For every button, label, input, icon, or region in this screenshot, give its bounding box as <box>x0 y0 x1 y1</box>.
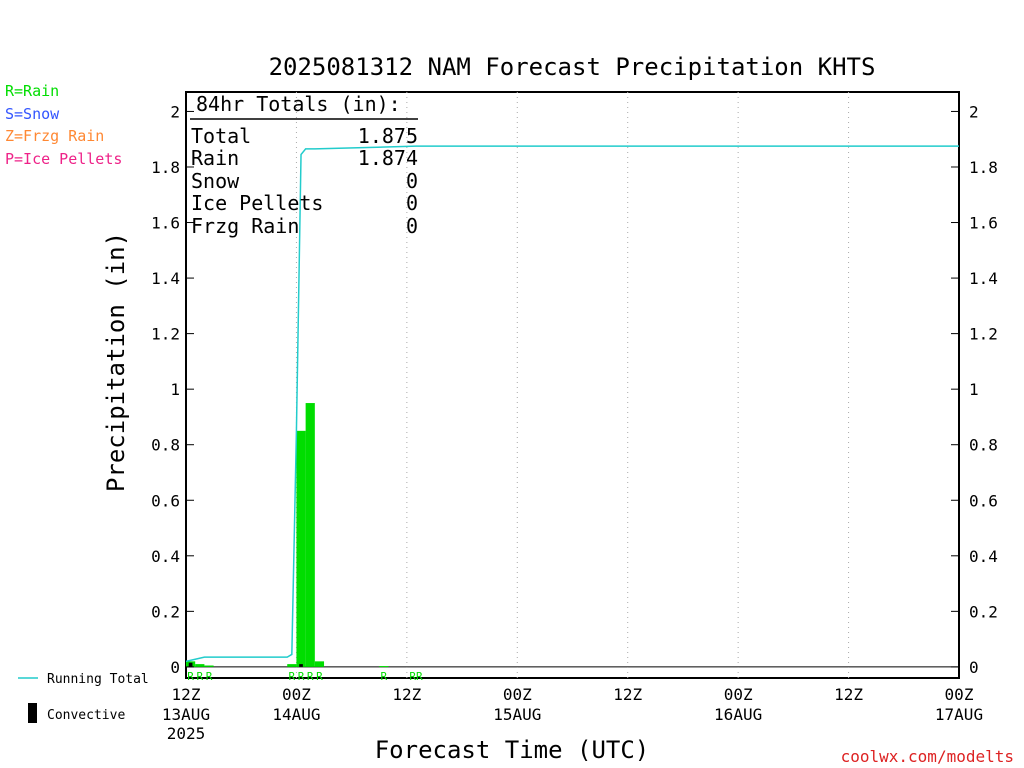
y-tick-label-left: 1 <box>170 380 180 399</box>
plot-frame <box>185 91 960 679</box>
totals-label-total: Total <box>191 124 251 148</box>
totals-value-rain: 1.874 <box>358 146 418 170</box>
totals-label-rain: Rain <box>191 146 239 170</box>
legend-snow: S=Snow <box>5 105 60 123</box>
x-tick-label: 00Z <box>282 685 311 704</box>
precip-type-letter: RR <box>409 670 423 683</box>
x-tick-date: 13AUG <box>162 705 210 724</box>
y-tick-label-right: 1 <box>969 380 979 399</box>
totals-label-ice-pellets: Ice Pellets <box>191 191 323 215</box>
running-total-legend-label: Running Total <box>47 672 149 687</box>
y-tick-label-left: 0.6 <box>151 491 180 510</box>
y-tick-label-right: 0.4 <box>969 547 998 566</box>
x-tick-label: 12Z <box>392 685 421 704</box>
precip-type-letter: R <box>381 670 388 683</box>
y-tick-label-right: 0.2 <box>969 602 998 621</box>
y-axis-label: Precipitation (in) <box>102 232 130 492</box>
y-tick-label-right: 0 <box>969 658 979 677</box>
x-tick-label: 00Z <box>503 685 532 704</box>
y-tick-label-right: 0.8 <box>969 436 998 455</box>
rain-bar <box>195 664 205 667</box>
y-tick-label-right: 2 <box>969 102 979 121</box>
x-axis-label: Forecast Time (UTC) <box>375 736 650 764</box>
convective-bar <box>299 664 303 667</box>
y-tick-label-right: 1.6 <box>969 214 998 233</box>
precip-type-letter: R <box>298 670 305 683</box>
precip-type-letter: R <box>196 670 203 683</box>
precip-type-letter: R <box>206 670 213 683</box>
totals-label-frzg-rain: Frzg Rain <box>191 214 299 238</box>
totals-value-snow: 0 <box>406 169 418 193</box>
x-tick-date: 14AUG <box>272 705 320 724</box>
rain-bar <box>305 403 315 667</box>
totals-value-frzg-rain: 0 <box>406 214 418 238</box>
x-tick-date: 16AUG <box>714 705 762 724</box>
convective-legend-label: Convective <box>47 708 125 723</box>
totals-label-snow: Snow <box>191 169 240 193</box>
x-tick-label: 00Z <box>724 685 753 704</box>
totals-value-ice-pellets: 0 <box>406 191 418 215</box>
y-tick-label-left: 1.8 <box>151 158 180 177</box>
x-tick-year: 2025 <box>167 724 206 743</box>
y-tick-label-left: 0.4 <box>151 547 180 566</box>
legend-rain: R=Rain <box>5 82 59 100</box>
convective-legend-swatch <box>28 703 37 723</box>
precip-type-letter: R <box>187 670 194 683</box>
rain-bar <box>314 661 325 667</box>
y-tick-label-right: 1.8 <box>969 158 998 177</box>
running-total-line <box>185 145 959 663</box>
y-tick-label-left: 0.8 <box>151 436 180 455</box>
y-tick-label-right: 1.2 <box>969 325 998 344</box>
legend-ice-pellets: P=Ice Pellets <box>5 150 122 168</box>
totals-box: 84hr Totals (in): Total 1.875 Rain 1.874… <box>190 92 418 238</box>
y-tick-label-left: 1.4 <box>151 269 180 288</box>
x-tick-date: 15AUG <box>493 705 541 724</box>
precip-type-letter: R <box>289 670 296 683</box>
x-tick-date: 17AUG <box>935 705 983 724</box>
rain-bar <box>204 665 214 667</box>
x-tick-label: 12Z <box>834 685 863 704</box>
totals-value-total: 1.875 <box>358 124 418 148</box>
y-tick-label-left: 0 <box>170 658 180 677</box>
y-tick-label-right: 0.6 <box>969 491 998 510</box>
credit-text: coolwx.com/modelts <box>841 747 1014 766</box>
totals-heading: 84hr Totals (in): <box>196 92 401 116</box>
y-tick-label-left: 1.6 <box>151 214 180 233</box>
x-tick-label: 12Z <box>613 685 642 704</box>
legend-frzg-rain: Z=Frzg Rain <box>5 127 104 145</box>
precip-bars: R R R R R R R R RR <box>186 403 423 683</box>
x-tick-label: 00Z <box>945 685 974 704</box>
rain-bar <box>287 664 297 667</box>
precip-type-letter: R <box>307 670 314 683</box>
running-total-line-group <box>185 145 959 663</box>
y-tick-label-left: 1.2 <box>151 325 180 344</box>
x-tick-label: 12Z <box>172 685 201 704</box>
y-tick-label-left: 0.2 <box>151 602 180 621</box>
y-tick-label-right: 1.4 <box>969 269 998 288</box>
convective-bar <box>188 662 193 667</box>
rain-bar <box>296 430 306 667</box>
rain-bar <box>379 666 389 668</box>
precip-type-letter: R <box>316 670 323 683</box>
chart-title: 2025081312 NAM Forecast Precipitation KH… <box>269 53 876 81</box>
y-tick-label-left: 2 <box>170 102 180 121</box>
